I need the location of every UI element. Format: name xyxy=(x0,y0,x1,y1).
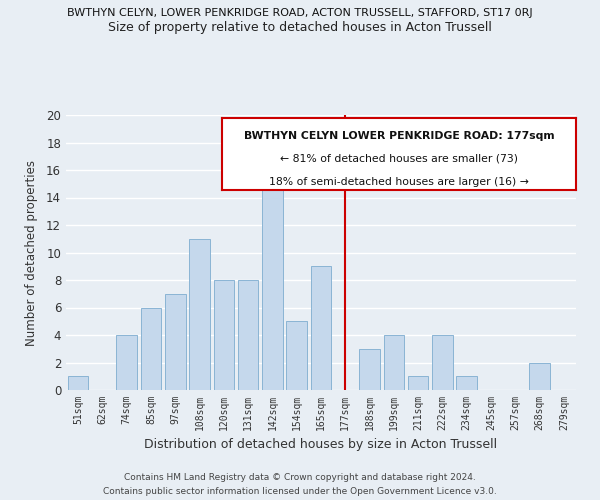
Bar xyxy=(214,280,234,390)
Text: Contains public sector information licensed under the Open Government Licence v3: Contains public sector information licen… xyxy=(103,488,497,496)
Bar xyxy=(529,362,550,390)
Bar xyxy=(262,170,283,390)
Bar xyxy=(432,335,453,390)
Bar xyxy=(359,349,380,390)
Bar xyxy=(189,239,210,390)
Text: ← 81% of detached houses are smaller (73): ← 81% of detached houses are smaller (73… xyxy=(280,154,518,164)
Bar xyxy=(116,335,137,390)
Y-axis label: Number of detached properties: Number of detached properties xyxy=(25,160,38,346)
Text: Size of property relative to detached houses in Acton Trussell: Size of property relative to detached ho… xyxy=(108,21,492,34)
Text: Contains HM Land Registry data © Crown copyright and database right 2024.: Contains HM Land Registry data © Crown c… xyxy=(124,472,476,482)
Bar xyxy=(286,322,307,390)
Bar xyxy=(68,376,88,390)
X-axis label: Distribution of detached houses by size in Acton Trussell: Distribution of detached houses by size … xyxy=(145,438,497,452)
Bar xyxy=(140,308,161,390)
Bar xyxy=(165,294,185,390)
Bar xyxy=(457,376,477,390)
Text: 18% of semi-detached houses are larger (16) →: 18% of semi-detached houses are larger (… xyxy=(269,177,529,187)
Bar xyxy=(383,335,404,390)
Text: BWTHYN CELYN, LOWER PENKRIDGE ROAD, ACTON TRUSSELL, STAFFORD, ST17 0RJ: BWTHYN CELYN, LOWER PENKRIDGE ROAD, ACTO… xyxy=(67,8,533,18)
Bar xyxy=(408,376,428,390)
Text: BWTHYN CELYN LOWER PENKRIDGE ROAD: 177sqm: BWTHYN CELYN LOWER PENKRIDGE ROAD: 177sq… xyxy=(244,130,554,140)
Bar xyxy=(238,280,259,390)
Bar xyxy=(311,266,331,390)
